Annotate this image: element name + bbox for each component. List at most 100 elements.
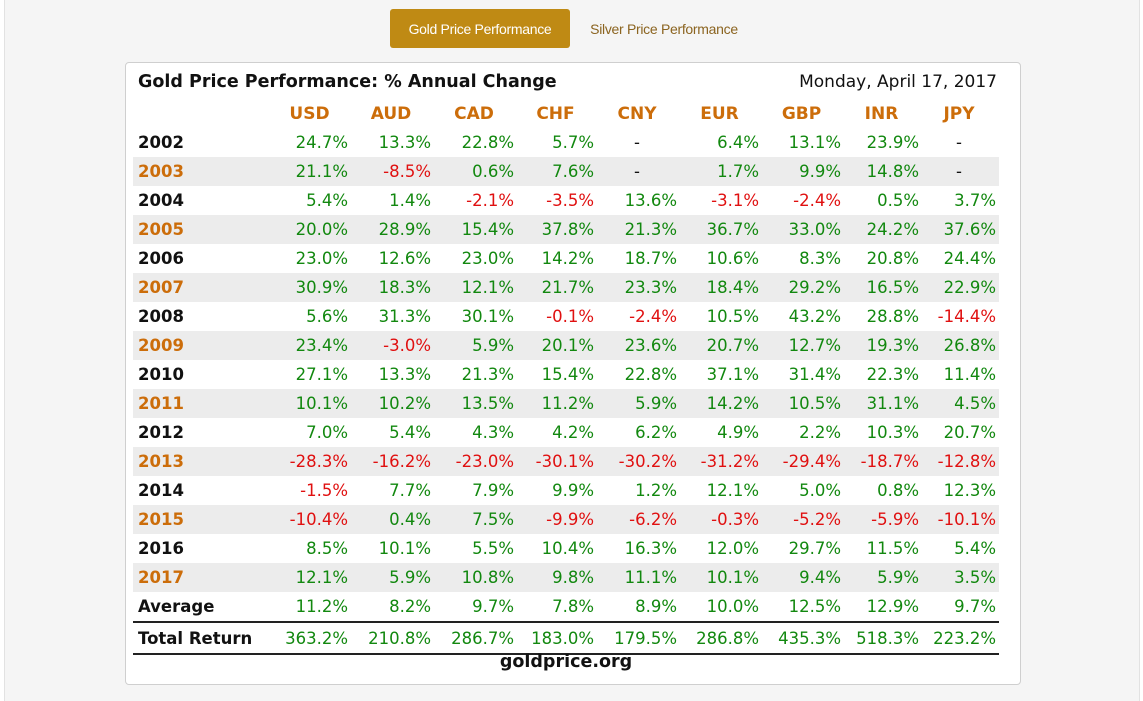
table-cell: 1.7% [680,157,762,186]
table-cell: 6.4% [717,133,759,152]
table-cell: -6.2% [597,505,680,534]
table-row: 2006 23.0% 12.6% 23.0% 14.2% 18.7% 10.6% 8.3% 20… [133,244,999,273]
table-row: 2010 27.1% 13.3% 21.3% 15.4% 22.8% 37.1% 31.4% 2… [133,360,999,389]
table-cell: 11.4% [943,365,996,384]
table-cell: 9.7% [922,592,999,623]
table-row: 2013 -28.3% -16.2% -23.0% -30.1% -30.2% -31.2%… [133,447,999,476]
table-cell: 286.7% [434,622,517,655]
table-cell: 5.4% [389,423,431,442]
table-cell: 4.2% [552,423,594,442]
row-label: 2013 [133,447,271,476]
table-row: 2002 24.7% 13.3% 22.8% 5.7% - 6.4% 13.1% 23.9% - [133,128,999,157]
table-cell: 223.2% [922,622,999,655]
tab-gold-price-performance[interactable]: Gold Price Performance [390,9,570,48]
table-cell: 10.5% [762,389,844,418]
table-cell: 37.6% [922,215,999,244]
table-cell: 12.3% [943,481,996,500]
row-label: 2014 [138,481,184,500]
tab-silver-price-performance[interactable]: Silver Price Performance [590,20,738,37]
column-header: INR [864,103,899,124]
table-cell: 10.2% [351,389,434,418]
table-cell: 9.8% [517,563,597,592]
table-cell: 5.6% [306,307,348,326]
total-return-row: Total Return 363.2% 210.8% 286.7% 183.0% 179.… [133,622,999,655]
row-label: Average [133,592,271,623]
table-cell: 0.5% [877,191,919,210]
table-cell: 37.1% [706,365,759,384]
table-cell: 24.7% [295,133,348,152]
table-cell: 179.5% [597,622,680,655]
table-cell: -3.0% [351,331,434,360]
table-cell: 13.5% [434,389,517,418]
table-cell: 36.7% [680,215,762,244]
table-cell: 43.2% [788,307,841,326]
table-cell: 5.9% [597,389,680,418]
table-cell: 15.4% [434,215,517,244]
row-label: 2009 [133,331,271,360]
table-body: 2002 24.7% 13.3% 22.8% 5.7% -6.4% 13.1% 23.9% -2… [133,128,999,655]
table-cell: 8.9% [597,592,680,623]
table-cell: -10.4% [271,505,351,534]
table-cell: 31.1% [844,389,922,418]
table-cell: 13.3% [378,365,431,384]
table-cell: 7.7% [389,481,431,500]
table-cell: -2.4% [793,191,841,210]
table-cell: 5.4% [954,539,996,558]
table-cell: 20.8% [866,249,919,268]
table-cell: 23.0% [461,249,514,268]
table-cell: 10.6% [706,249,759,268]
table-cell: 5.5% [472,539,514,558]
table-cell: -2.1% [466,191,514,210]
table-cell: 210.8% [351,622,434,655]
table-cell: - [956,133,962,152]
row-label: 2008 [138,307,184,326]
table-cell: -1.5% [300,481,348,500]
row-label: 2007 [133,273,271,302]
table-cell: -28.3% [271,447,351,476]
table-cell: 26.8% [922,331,999,360]
table-cell: 5.9% [434,331,517,360]
table-cell: 7.6% [517,157,597,186]
table-cell: 29.7% [788,539,841,558]
table-row: 2003 21.1% -8.5% 0.6% 7.6% -1.7% 9.9% 14.8% - [133,157,999,186]
table-cell: 23.6% [597,331,680,360]
table-cell: 10.1% [271,389,351,418]
table-cell: 7.8% [517,592,597,623]
column-header: GBP [781,103,822,124]
table-cell: 9.9% [762,157,844,186]
table-cell: 0.6% [434,157,517,186]
table-cell: 27.1% [295,365,348,384]
table-cell: 20.7% [680,331,762,360]
table-cell: 29.2% [762,273,844,302]
table-cell: -23.0% [434,447,517,476]
table-cell: 21.7% [517,273,597,302]
table-cell: -16.2% [351,447,434,476]
table-cell: -8.5% [351,157,434,186]
table-cell: 8.3% [799,249,841,268]
table-cell: 31.4% [788,365,841,384]
column-header: CHF [536,103,575,124]
table-cell: 9.9% [552,481,594,500]
table-cell: 435.3% [762,622,844,655]
table-cell: -14.4% [937,307,996,326]
table-cell: -30.2% [597,447,680,476]
table-cell: 31.3% [378,307,431,326]
table-cell: 12.0% [706,539,759,558]
table-cell: 7.0% [306,423,348,442]
table-cell: 10.1% [378,539,431,558]
table-cell: 22.9% [922,273,999,302]
table-cell: -5.9% [844,505,922,534]
table-cell: 9.7% [434,592,517,623]
table-cell: -2.4% [629,307,677,326]
table-cell: 33.0% [762,215,844,244]
row-label: 2015 [133,505,271,534]
table-cell: 12.6% [378,249,431,268]
table-row: 2005 20.0% 28.9% 15.4% 37.8% 21.3% 36.7% 33.0% 2… [133,215,999,244]
column-header: USD [289,103,330,124]
table-cell: 12.1% [706,481,759,500]
table-cell: -5.2% [762,505,844,534]
table-cell: 10.5% [706,307,759,326]
table-cell: 15.4% [541,365,594,384]
footer-site-name: goldprice.org [499,652,633,672]
table-cell: 23.0% [295,249,348,268]
